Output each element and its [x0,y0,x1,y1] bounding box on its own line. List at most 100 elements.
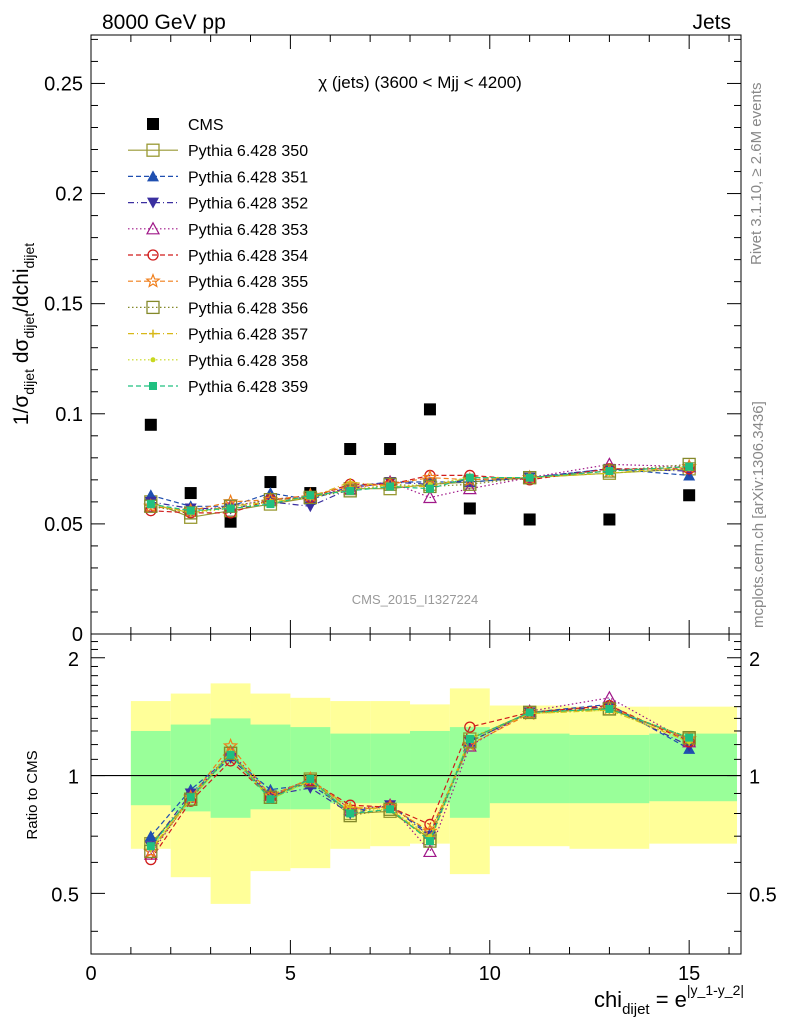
legend-marker [147,197,159,209]
ratio-data-point [523,705,537,720]
legend-label: Pythia 6.428 351 [188,169,308,186]
legend-marker [145,273,161,288]
data-point [386,482,395,491]
ratio-data-point [525,708,534,717]
data-point [685,462,694,471]
data-point [346,486,355,495]
data-point [224,515,237,528]
legend-label: Pythia 6.428 354 [188,248,308,265]
ratio-data-point [263,790,278,804]
ratio-data-point [464,721,476,733]
ratio-data-point [306,774,315,783]
main-chart-title: χ (jets) (3600 < Mjj < 4200) [318,73,522,92]
x-tick-label: 0 [85,963,96,985]
ratio-series-line [150,708,690,847]
x-tick-label: 15 [678,963,700,985]
x-axis-label: chidijet = e|y_1-y_2| [594,982,744,1018]
ratio-plot-frame [90,633,742,955]
data-point [344,443,357,456]
data-point [523,513,536,526]
svg-text:chidijet = e|y_1-y_2|: chidijet = e|y_1-y_2| [594,982,744,1018]
ratio-uncertainty-bands [91,683,741,904]
ratio-data-point [184,792,198,806]
legend-marker [149,329,157,338]
legend-marker [147,249,159,261]
ratio-data-point [144,830,157,842]
main-y-tick-label: 0.25 [44,73,83,95]
data-point [184,487,197,500]
legend-entry: Pythia 6.428 355 [128,273,308,291]
main-y-tick-label: 0.15 [44,294,83,316]
series-line [150,466,690,514]
series-cms [144,403,696,528]
data-point [264,476,277,489]
ratio-data-point [303,774,317,788]
ratio-data-point [223,746,238,760]
inner-band-bin [330,733,371,804]
header-right: Jets [692,11,731,34]
data-point [462,481,477,495]
main-data-marks [143,403,697,528]
ratio-y-axis-label: Ratio to CMS [24,750,41,839]
legend-entry: Pythia 6.428 352 [128,196,308,213]
ratio-data-point [146,842,155,851]
ratio-data-point [422,844,437,858]
ratio-y-tick-label-left: 1 [68,767,79,789]
series-line [150,466,690,512]
main-y-axis-label: 1/σdijet dσdijet/dchidijet [10,243,37,425]
inner-band-bin [370,733,411,804]
data-point [463,502,476,515]
data-point [306,491,315,500]
main-y-tick-label: 0 [72,624,83,646]
data-point [186,506,195,515]
main-y-tick-label: 0.2 [55,184,83,206]
ratio-data-point [143,843,159,859]
ratio-plot-panel: 0.5 0.5 1 1 2 2 0 5 10 15 Ratio to CMS chidijet =… [24,633,777,1018]
legend-entry: Pythia 6.428 353 [128,221,308,239]
legend-marker [146,300,160,315]
ratio-data-point [346,809,355,818]
legend-marker [146,143,160,157]
legend-label: Pythia 6.428 359 [188,379,308,396]
inner-band-bin [569,734,650,804]
data-point [144,418,157,431]
ratio-data-point [424,818,436,831]
legend: CMS Pythia 6.428 350 Pythia 6.428 351 Pythi… [128,117,308,396]
legend-marker [147,170,159,182]
ratio-data-point [386,805,395,814]
ratio-y-tick-label-right: 2 [749,649,760,671]
legend-entry: Pythia 6.428 359 [128,379,308,396]
legend-label: Pythia 6.428 357 [188,327,308,344]
rivet-version-label: Rivet 3.1.10, ≥ 2.6M events [748,83,765,266]
data-point [226,504,235,513]
legend-entry: Pythia 6.428 350 [128,143,308,160]
legend-marker [145,221,161,235]
x-tick-label: 5 [285,963,296,985]
data-point [425,484,434,493]
ratio-data-point [304,782,317,794]
data-point [683,489,696,502]
ratio-data-point [685,733,694,742]
data-point [603,513,616,526]
legend-entry: Pythia 6.428 356 [128,300,308,317]
data-point [266,500,275,509]
inner-band-bin [290,727,331,810]
ratio-series-line [150,708,690,852]
data-point [143,498,159,513]
legend-label: Pythia 6.428 352 [188,196,308,213]
legend-marker [150,357,156,363]
ratio-series-pythia-6-428-359 [146,704,694,851]
x-tick-label: 10 [479,963,501,985]
legend-entry: Pythia 6.428 357 [128,327,308,344]
ratio-y-tick-label-right: 0.5 [749,884,777,906]
main-plot-panel: 0 0.05 0.1 0.15 0.2 0.25 χ (jets) (3600 < Mjj… [10,34,742,646]
inner-band-bin [410,730,450,804]
ratio-series-line [150,704,690,860]
svg-text:1/σdijet dσdijet/dchidijet: 1/σdijet dσdijet/dchidijet [10,243,37,425]
data-point [384,443,397,456]
legend-label: Pythia 6.428 355 [188,274,308,291]
ratio-series-line [150,709,690,850]
main-y-tick-label: 0.1 [55,404,83,426]
mcplots-credit-label: mcplots.cern.ch [arXiv:1306.3436] [750,401,767,628]
